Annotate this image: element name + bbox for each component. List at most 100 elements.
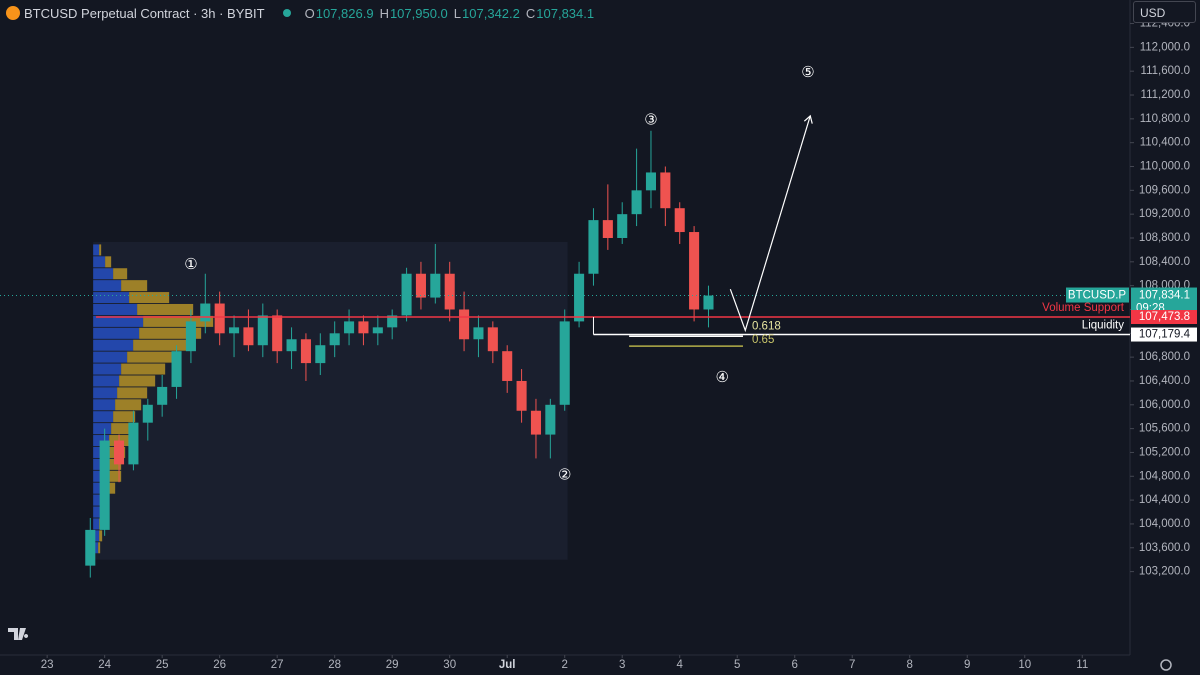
y-tick-label: 105,200.0 — [1139, 446, 1190, 458]
profile-bar — [93, 268, 114, 280]
candle-body — [99, 440, 110, 530]
y-tick-label: 109,600.0 — [1139, 184, 1190, 196]
level-price: 107,179.4 — [1139, 329, 1191, 341]
y-tick-label: 108,400.0 — [1139, 256, 1190, 268]
candle-body — [387, 315, 398, 328]
candle-body — [487, 327, 498, 352]
wave-label: ③ — [644, 112, 657, 129]
candle-body — [401, 273, 412, 316]
y-tick-label: 104,800.0 — [1139, 470, 1190, 482]
x-tick-label: 5 — [734, 659, 740, 671]
coin-icon — [6, 6, 20, 20]
candle-body — [171, 351, 182, 387]
candle-body — [530, 410, 541, 435]
currency-button[interactable]: USD — [1133, 1, 1196, 23]
profile-bar — [93, 542, 99, 554]
legend-header: BTCUSD Perpetual Contract · 3h · BYBIT O… — [6, 3, 594, 23]
y-tick-label: 110,800.0 — [1140, 113, 1190, 125]
x-tick-label: 3 — [619, 659, 625, 671]
ohlc-text: 107,950.0 — [389, 5, 448, 21]
candle-body — [645, 172, 657, 191]
ohlc-key: O — [304, 5, 315, 21]
candle-body — [502, 351, 513, 381]
ohlc-key: L — [453, 5, 462, 21]
x-tick-label: 10 — [1018, 659, 1031, 671]
candle-body — [300, 339, 311, 364]
candle-body — [329, 333, 340, 346]
profile-bar — [133, 339, 190, 351]
candle-body — [459, 309, 470, 340]
profile-bar — [93, 506, 102, 518]
y-tick-label: 106,400.0 — [1139, 375, 1190, 387]
level-price: 107,473.8 — [1139, 311, 1190, 323]
profile-bar — [99, 244, 102, 256]
profile-bar — [113, 268, 128, 280]
x-tick-label: 4 — [677, 659, 684, 671]
profile-area — [93, 241, 568, 560]
candle-body — [85, 529, 96, 566]
candle-body — [588, 220, 599, 274]
x-tick-label: 29 — [386, 659, 399, 671]
x-tick-label: 8 — [907, 659, 913, 671]
candle-body — [157, 386, 168, 405]
y-tick-label: 106,000.0 — [1139, 399, 1190, 411]
profile-bar — [139, 327, 202, 339]
candle-body — [214, 303, 225, 334]
y-tick-label: 106,800.0 — [1139, 351, 1190, 363]
profile-bar — [93, 339, 134, 351]
candle-body — [689, 232, 700, 310]
profile-bar — [98, 542, 101, 554]
ohlc-key: H — [379, 5, 389, 21]
profile-bar — [105, 458, 122, 470]
profile-bar — [93, 315, 144, 327]
settings-icon[interactable] — [1160, 659, 1172, 671]
candle-body — [257, 315, 268, 346]
y-tick-label: 112,000.0 — [1140, 41, 1190, 53]
profile-bar — [93, 423, 112, 435]
wave-label: ④ — [716, 369, 729, 386]
profile-bar — [93, 458, 106, 470]
x-tick-label: 11 — [1076, 659, 1088, 671]
ohlc: O107,826.9 H107,950.0 L107,342.2 C107,834.1 — [299, 6, 595, 21]
profile-bar — [105, 256, 112, 268]
y-tick-label: 104,400.0 — [1139, 494, 1190, 506]
candle-body — [631, 190, 642, 215]
profile-bar — [121, 363, 166, 375]
profile-bar — [127, 351, 180, 363]
profile-bar — [93, 244, 100, 256]
profile-bar — [115, 399, 142, 411]
y-tick-label: 111,600.0 — [1141, 65, 1190, 77]
candle-body — [545, 404, 556, 435]
ohlc-text: 107,342.2 — [462, 5, 520, 21]
y-tick-label: 110,000.0 — [1140, 161, 1190, 173]
profile-bar — [93, 351, 128, 363]
candle-body — [358, 321, 369, 334]
candle-body — [243, 327, 254, 346]
y-tick-label: 105,600.0 — [1139, 423, 1190, 435]
x-tick-label: Jul — [499, 659, 516, 671]
fib-label: 0.618 — [752, 320, 781, 332]
candle-body — [286, 339, 297, 352]
profile-bar — [93, 375, 120, 387]
ohlc-text: 107,834.1 — [536, 5, 595, 21]
y-tick-label: 104,000.0 — [1139, 518, 1190, 530]
currency: USD — [1140, 6, 1166, 20]
profile-bar — [93, 387, 118, 399]
y-tick-label: 111,200.0 — [1141, 89, 1190, 101]
x-tick-label: 26 — [213, 659, 226, 671]
candle-body — [574, 273, 585, 322]
candle-body — [128, 422, 139, 465]
wave-label: ① — [184, 256, 197, 273]
profile-bar — [93, 303, 138, 315]
arrow-head — [803, 114, 813, 124]
profile-bar — [93, 327, 140, 339]
candle-body — [114, 440, 125, 465]
symbol-label: BTCUSD.P — [1068, 290, 1126, 302]
x-tick-label: 23 — [41, 659, 54, 671]
candle-body — [185, 321, 196, 352]
profile-bar — [93, 399, 116, 411]
profile-bar — [137, 303, 194, 315]
candle-body — [559, 321, 570, 405]
